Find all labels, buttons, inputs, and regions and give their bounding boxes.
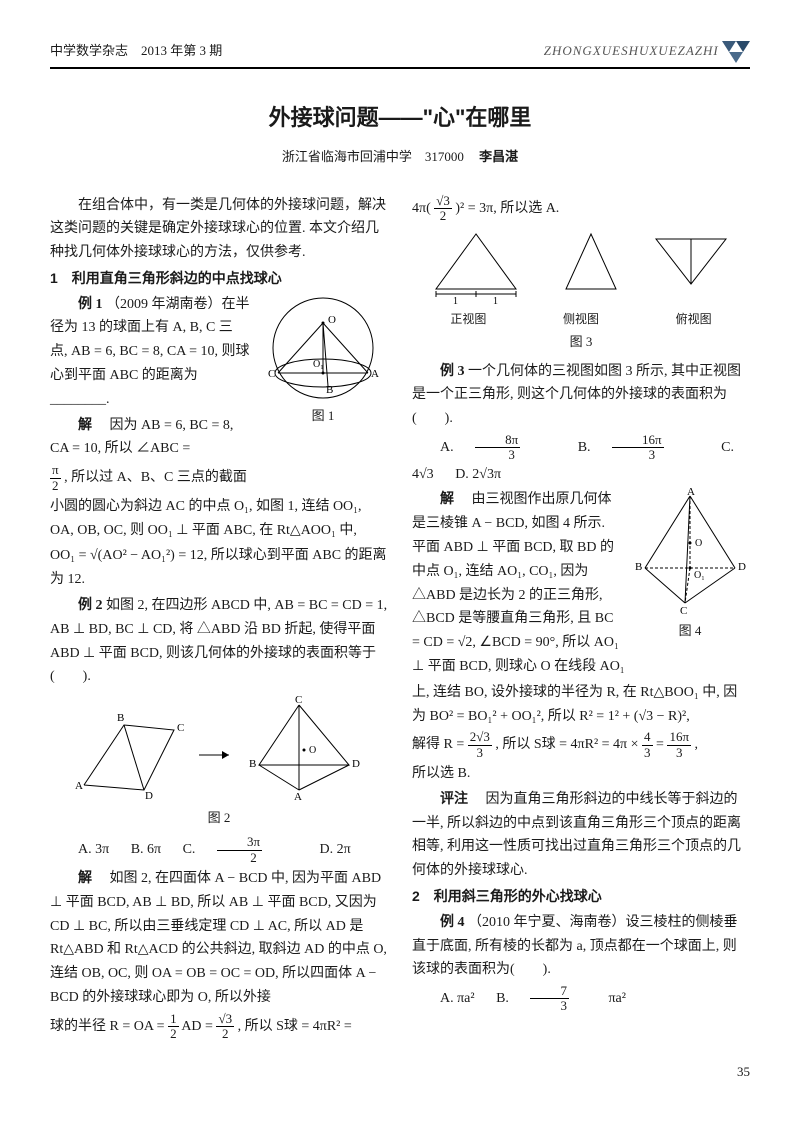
example-2-continuation: 4π( √32 )² = 3π, 所以选 A. <box>412 194 750 224</box>
example-2-options: A. 3π B. 6π C. 3π2 D. 2π <box>50 835 388 865</box>
opt-c: C. 3π2 <box>183 842 298 857</box>
section-2-heading: 2 利用斜三角形的外心找球心 <box>412 885 750 909</box>
example-3-label: 例 3 <box>440 364 465 379</box>
opt-b: B. 16π3 <box>578 440 700 455</box>
svg-text:C: C <box>268 368 275 380</box>
svg-text:B: B <box>117 712 124 724</box>
opt-a: A. πa² <box>440 991 475 1006</box>
figure-2: B C D A O C B D A 图 2 <box>50 695 388 829</box>
opt-b: B. 6π <box>131 842 161 857</box>
example-1-solution-c: 小圆的圆心为斜边 AC 的中点 O₁, 如图 1, 连结 OO₁, OA, OB… <box>50 495 388 543</box>
figure-3-svg: 11 <box>421 229 741 309</box>
svg-text:D: D <box>352 758 360 770</box>
svg-text:C: C <box>177 722 184 734</box>
comment-paragraph: 评注 因为直角三角形斜边的中线长等于斜边的一半, 所以斜边的中点到该直角三角形三… <box>412 788 750 883</box>
opt-a: A. 3π <box>78 842 109 857</box>
solution-label: 解 <box>440 492 454 507</box>
svg-text:D: D <box>145 790 153 802</box>
example-1-solution-b: π2 , 所以过 A、B、C 三点的截面 <box>50 463 388 493</box>
figure-2-svg: B C D A O C B D A <box>69 695 369 805</box>
body-columns: 在组合体中，有一类是几何体的外接球问题，解决这类问题的关键是确定外接球球心的位置… <box>50 194 750 1042</box>
svg-text:C: C <box>295 695 302 706</box>
page-header: 中学数学杂志 2013 年第 3 期 ZHONGXUESHUXUEZAZHI <box>50 40 750 69</box>
figure-1-svg: O O₁ C A B <box>258 293 388 403</box>
journal-logo-icon <box>722 41 750 63</box>
figure-3-caption: 图 3 <box>412 331 750 353</box>
svg-text:1: 1 <box>493 296 498 307</box>
svg-text:A: A <box>75 780 83 792</box>
opt-a: A. 8π3 <box>440 440 556 455</box>
top-view-label: 俯视图 <box>676 309 712 329</box>
opt-d: D. 2π <box>320 842 351 857</box>
example-1-text: （2009 年湖南卷）在半径为 13 的球面上有 A, B, C 三点, AB … <box>50 297 250 407</box>
example-4: 例 4 （2010 年宁夏、海南卷）设三棱柱的侧棱垂直于底面, 所有棱的长都为 … <box>412 911 750 982</box>
intro-paragraph: 在组合体中，有一类是几何体的外接球问题，解决这类问题的关键是确定外接球球心的位置… <box>50 194 388 265</box>
article-title: 外接球问题——"心"在哪里 <box>50 99 750 136</box>
figure-1-caption: 图 1 <box>258 405 388 427</box>
example-1-solution-d: OO₁ = √(AO² − AO₁²) = 12, 所以球心到平面 ABC 的距… <box>50 544 388 592</box>
svg-text:O: O <box>328 314 336 326</box>
example-2-solution-b: 球的半径 R = OA = 12 AD = √32 , 所以 S球 = 4πR²… <box>50 1012 388 1042</box>
fraction-pi-2: π2 <box>50 463 61 493</box>
example-2-solution-a: 解 如图 2, 在四面体 A − BCD 中, 因为平面 ABD ⊥ 平面 BC… <box>50 867 388 1010</box>
example-4-label: 例 4 <box>440 915 465 930</box>
svg-text:O: O <box>309 745 316 756</box>
figure-4-svg: O O₁ A B D C <box>630 488 750 618</box>
front-view-label: 正视图 <box>450 309 486 329</box>
example-1-label: 例 1 <box>78 297 103 312</box>
svg-text:O: O <box>695 538 702 549</box>
figure-4: O O₁ A B D C 图 4 <box>630 488 750 642</box>
section-1-heading: 1 利用直角三角形斜边的中点找球心 <box>50 267 388 291</box>
figure-3: 11 正视图 侧视图 俯视图 图 3 <box>412 229 750 353</box>
header-right: ZHONGXUESHUXUEZAZHI <box>544 40 750 63</box>
ex2-sol-a: 如图 2, 在四面体 A − BCD 中, 因为平面 ABD ⊥ 平面 BCD,… <box>50 871 387 1005</box>
figure-4-caption: 图 4 <box>630 620 750 642</box>
example-3-solution-b: 上, 连结 BO, 设外接球的半径为 R, 在 Rt△BOO₁ 中, 因为 BO… <box>412 681 750 729</box>
comment-label: 评注 <box>440 792 468 807</box>
example-3-options: A. 8π3 B. 16π3 C. 4√3 D. 2√3π <box>412 433 750 486</box>
svg-text:O₁: O₁ <box>694 570 705 581</box>
svg-text:B: B <box>249 758 256 770</box>
journal-script: ZHONGXUESHUXUEZAZHI <box>544 43 719 58</box>
example-2: 例 2 如图 2, 在四边形 ABCD 中, AB = BC = CD = 1,… <box>50 594 388 689</box>
author-name: 李昌湛 <box>479 149 518 164</box>
svg-text:D: D <box>738 561 746 573</box>
side-view-label: 侧视图 <box>563 309 599 329</box>
ex1-sol-b: , 所以过 A、B、C 三点的截面 <box>64 470 247 485</box>
svg-text:A: A <box>294 791 302 803</box>
figure-2-caption: 图 2 <box>50 807 388 829</box>
ex3-sol-a: 由三视图作出原几何体是三棱锥 A − BCD, 如图 4 所示. 平面 ABD … <box>412 492 625 674</box>
example-3-solution-d: 所以选 B. <box>412 762 750 786</box>
opt-d: D. 2√3π <box>455 467 501 482</box>
solution-label: 解 <box>78 871 92 886</box>
svg-text:A: A <box>371 368 379 380</box>
figure-1: O O₁ C A B 图 1 <box>258 293 388 427</box>
svg-text:A: A <box>687 488 695 498</box>
svg-text:B: B <box>326 384 333 396</box>
solution-label: 解 <box>78 418 92 433</box>
page-number: 35 <box>50 1061 750 1083</box>
byline: 浙江省临海市回浦中学 317000 李昌湛 <box>50 146 750 168</box>
example-2-label: 例 2 <box>78 598 103 613</box>
example-3: 例 3 一个几何体的三视图如图 3 所示, 其中正视图是一个正三角形, 则这个几… <box>412 360 750 431</box>
journal-name: 中学数学杂志 2013 年第 3 期 <box>50 40 222 62</box>
example-3-solution-c: 解得 R = 2√33 , 所以 S球 = 4πR² = 4π × 43 = 1… <box>412 730 750 760</box>
svg-text:O₁: O₁ <box>313 359 324 370</box>
svg-text:B: B <box>635 561 642 573</box>
example-4-options: A. πa² B. 73 πa² <box>412 984 750 1014</box>
opt-b: B. 73 πa² <box>496 991 644 1006</box>
figure-3-labels: 正视图 侧视图 俯视图 <box>412 309 750 329</box>
svg-text:C: C <box>680 605 687 617</box>
affiliation: 浙江省临海市回浦中学 317000 <box>282 149 464 164</box>
svg-text:1: 1 <box>453 296 458 307</box>
